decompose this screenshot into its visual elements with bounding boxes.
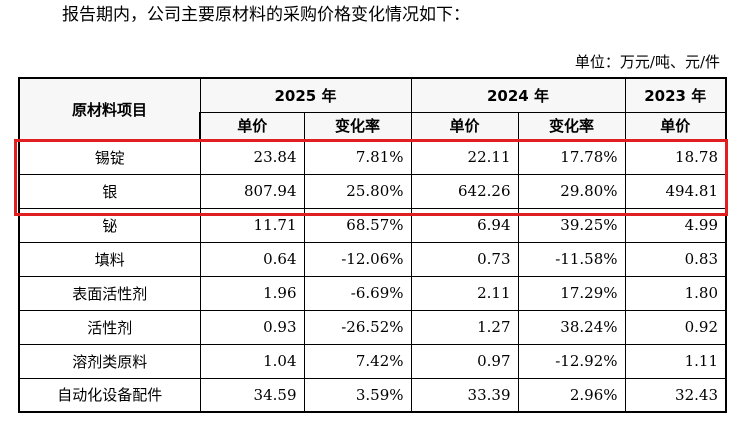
change-2024-cell: 2.96% <box>517 377 626 413</box>
price-2025-cell: 0.64 <box>199 241 305 277</box>
price-2024-cell: 2.11 <box>410 275 519 311</box>
price-2025-cell: 1.96 <box>199 275 305 311</box>
material-name-cell: 溶剂类原料 <box>18 343 201 379</box>
price-2024-cell: 0.97 <box>410 343 519 379</box>
price-2025-cell: 34.59 <box>199 377 305 413</box>
header-row-years: 原材料项目 2025 年 2024 年 2023 年 <box>18 77 727 141</box>
table-row: 表面活性剂 1.96 -6.69% 2.11 17.29% 1.80 <box>18 275 727 311</box>
table-row: 银 807.94 25.80% 642.26 29.80% 494.81 <box>18 173 727 209</box>
material-name-cell: 锡锭 <box>18 139 201 175</box>
material-name-cell: 表面活性剂 <box>18 275 201 311</box>
change-2025-cell: 68.57% <box>303 207 412 243</box>
price-2023-cell: 1.11 <box>624 343 727 379</box>
price-2024-cell: 1.27 <box>410 309 519 345</box>
unit-price-header: 单价 <box>410 111 519 141</box>
year-header-2023: 2023 年 <box>624 77 727 113</box>
table-row: 活性剂 0.93 -26.52% 1.27 38.24% 0.92 <box>18 309 727 345</box>
change-2024-cell: -11.58% <box>517 241 626 277</box>
change-2024-cell: 17.29% <box>517 275 626 311</box>
change-2025-cell: 25.80% <box>303 173 412 209</box>
header-row-metrics: 单价 变化率 单价 变化率 单价 <box>19 111 727 141</box>
unit-price-header: 单价 <box>199 111 305 141</box>
change-rate-header: 变化率 <box>517 111 626 141</box>
table-row: 填料 0.64 -12.06% 0.73 -11.58% 0.83 <box>18 241 727 277</box>
price-2024-cell: 0.73 <box>410 241 519 277</box>
material-name-cell: 填料 <box>18 241 201 277</box>
price-2023-cell: 32.43 <box>624 377 727 413</box>
price-2024-cell: 642.26 <box>410 173 519 209</box>
price-2025-cell: 0.93 <box>199 309 305 345</box>
change-2024-cell: -12.92% <box>517 343 626 379</box>
table-row: 铋 11.71 68.57% 6.94 39.25% 4.99 <box>18 207 727 243</box>
change-2024-cell: 29.80% <box>517 173 626 209</box>
change-2024-cell: 38.24% <box>517 309 626 345</box>
change-2025-cell: -26.52% <box>303 309 412 345</box>
unit-note: 单位：万元/吨、元/件 <box>574 53 720 71</box>
price-2025-cell: 23.84 <box>199 139 305 175</box>
change-2024-cell: 17.78% <box>517 139 626 175</box>
price-2025-cell: 11.71 <box>199 207 305 243</box>
price-2023-cell: 18.78 <box>624 139 727 175</box>
price-2023-cell: 1.80 <box>624 275 727 311</box>
change-2025-cell: -6.69% <box>303 275 412 311</box>
change-2025-cell: -12.06% <box>303 241 412 277</box>
change-2024-cell: 39.25% <box>517 207 626 243</box>
year-header-2025: 2025 年 <box>199 77 412 113</box>
table-row: 溶剂类原料 1.04 7.42% 0.97 -12.92% 1.11 <box>18 343 727 379</box>
price-2024-cell: 6.94 <box>410 207 519 243</box>
intro-paragraph: 报告期内，公司主要原材料的采购价格变化情况如下： <box>62 5 470 25</box>
price-2023-cell: 0.83 <box>624 241 727 277</box>
material-name-cell: 铋 <box>18 207 201 243</box>
price-table: 原材料项目 2025 年 2024 年 2023 年 单价 变化率 单价 变化率… <box>18 77 727 413</box>
table-row: 自动化设备配件 34.59 3.59% 33.39 2.96% 32.43 <box>18 377 727 413</box>
price-2024-cell: 22.11 <box>410 139 519 175</box>
material-name-cell: 活性剂 <box>18 309 201 345</box>
unit-price-header: 单价 <box>624 111 727 141</box>
price-2023-cell: 0.92 <box>624 309 727 345</box>
price-2023-cell: 494.81 <box>624 173 727 209</box>
change-rate-header: 变化率 <box>303 111 412 141</box>
price-2023-cell: 4.99 <box>624 207 727 243</box>
price-2024-cell: 33.39 <box>410 377 519 413</box>
material-name-cell: 自动化设备配件 <box>18 377 201 413</box>
item-header: 原材料项目 <box>18 77 201 141</box>
price-2025-cell: 1.04 <box>199 343 305 379</box>
change-2025-cell: 7.81% <box>303 139 412 175</box>
price-2025-cell: 807.94 <box>199 173 305 209</box>
change-2025-cell: 3.59% <box>303 377 412 413</box>
change-2025-cell: 7.42% <box>303 343 412 379</box>
material-name-cell: 银 <box>18 173 201 209</box>
year-header-2024: 2024 年 <box>410 77 626 113</box>
table-row: 锡锭 23.84 7.81% 22.11 17.78% 18.78 <box>18 139 727 175</box>
